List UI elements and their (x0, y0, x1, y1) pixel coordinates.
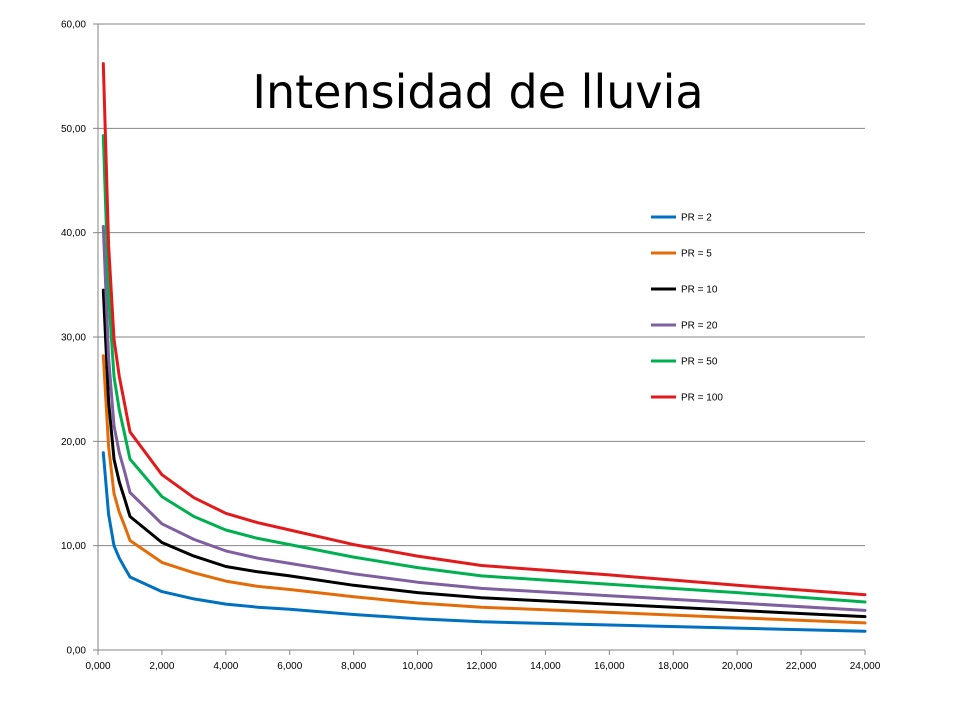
series-line (101, 224, 867, 612)
series-line (101, 134, 867, 604)
x-tick-label: 20,000 (722, 661, 753, 672)
y-tick-label: 40,00 (61, 228, 86, 239)
x-tick-label: 12,000 (466, 661, 497, 672)
legend-label: PR = 2 (681, 213, 712, 224)
legend-label: PR = 100 (681, 393, 723, 404)
x-tick-label: 10,000 (402, 661, 433, 672)
x-tick-label: 4,000 (213, 661, 238, 672)
series-line (101, 288, 867, 619)
x-tick-label: 0,000 (85, 661, 110, 672)
legend-label: PR = 10 (681, 285, 718, 296)
y-tick-label: 10,00 (61, 541, 86, 552)
x-tick-label: 2,000 (149, 661, 174, 672)
series-lines (101, 62, 867, 633)
series-line (101, 354, 867, 625)
y-tick-label: 60,00 (61, 20, 86, 31)
legend-label: PR = 50 (681, 357, 718, 368)
chart-title: Intensidad de lluvia (252, 65, 703, 119)
x-tick-label: 24,000 (850, 661, 881, 672)
y-tick-label: 0,00 (67, 646, 87, 657)
x-tick-label: 22,000 (786, 661, 817, 672)
y-tick-label: 50,00 (61, 124, 86, 135)
legend-label: PR = 20 (681, 321, 718, 332)
legend: PR = 2 PR = 5 PR = 10 PR = 20 PR = 50 PR = 10… (651, 213, 723, 404)
series-line (101, 62, 867, 597)
x-tick-label: 14,000 (530, 661, 561, 672)
y-tick-label: 30,00 (61, 333, 86, 344)
legend-label: PR = 5 (681, 249, 712, 260)
y-tick-label: 20,00 (61, 437, 86, 448)
series-line (101, 451, 867, 633)
x-tick-label: 16,000 (594, 661, 625, 672)
x-tick-label: 8,000 (341, 661, 366, 672)
y-axis-ticks: 0,00 10,00 20,00 30,00 40,00 50,00 60,00 (61, 20, 98, 657)
x-tick-label: 18,000 (658, 661, 689, 672)
x-tick-label: 6,000 (277, 661, 302, 672)
x-axis-ticks: 0,000 2,000 4,000 6,000 8,000 10,000 12,000 14,… (85, 650, 881, 672)
gridlines (98, 23, 865, 547)
